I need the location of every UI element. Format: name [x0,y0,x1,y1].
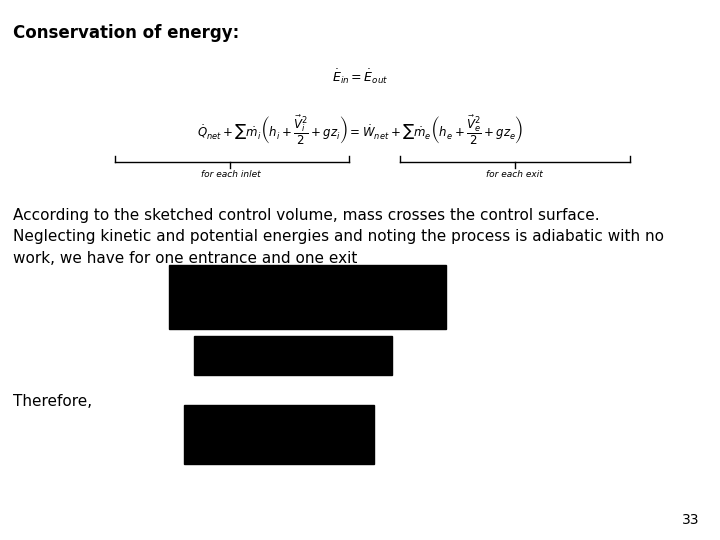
Text: $\dot{E}_{in} = \dot{E}_{out}$: $\dot{E}_{in} = \dot{E}_{out}$ [332,68,388,86]
Text: for each inlet: for each inlet [201,170,260,179]
Text: Therefore,: Therefore, [13,394,92,409]
Text: work, we have for one entrance and one exit: work, we have for one entrance and one e… [13,251,357,266]
Text: 33: 33 [683,512,700,526]
Text: for each exit: for each exit [487,170,543,179]
Text: Neglecting kinetic and potential energies and noting the process is adiabatic wi: Neglecting kinetic and potential energie… [13,230,664,245]
Text: According to the sketched control volume, mass crosses the control surface.: According to the sketched control volume… [13,208,600,223]
Text: Conservation of energy:: Conservation of energy: [13,24,239,42]
Text: $\dot{Q}_{net} + \sum \dot{m}_i \left( h_i + \dfrac{\vec{V}_i^2}{2} + gz_i \righ: $\dot{Q}_{net} + \sum \dot{m}_i \left( h… [197,113,523,146]
